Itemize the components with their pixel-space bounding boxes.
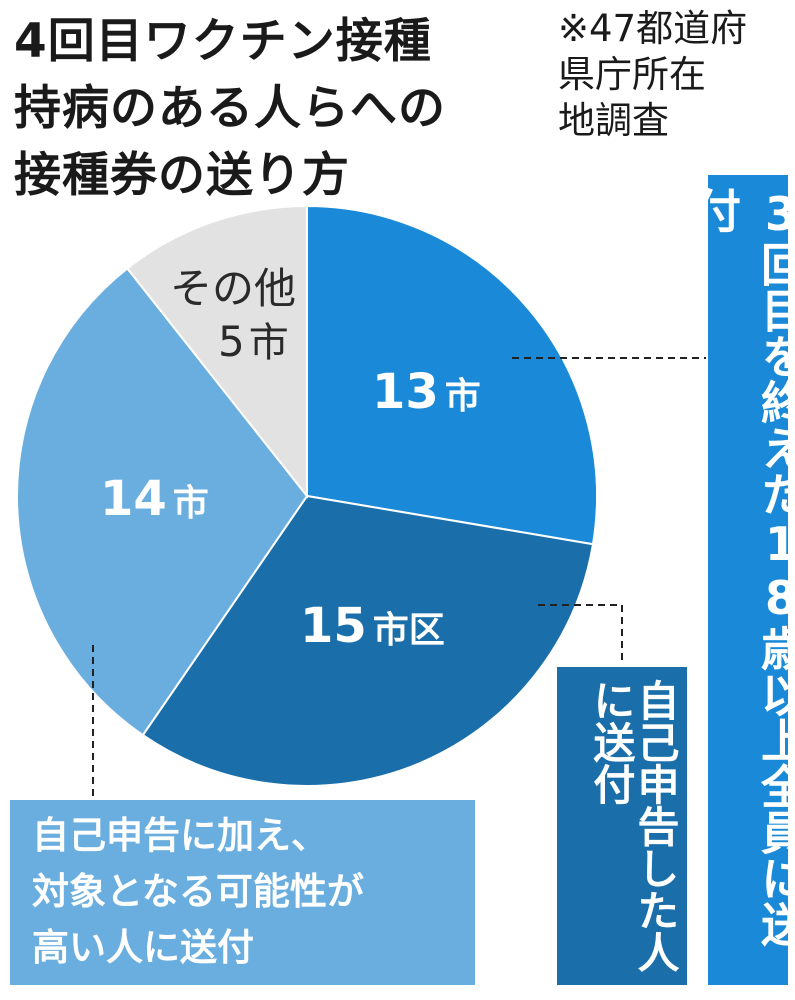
pie-slice-1 [306, 204, 598, 546]
pie-slice-3 [16, 267, 309, 737]
legend-box-self-report-plus: 自己申告に加え、 対象となる可能性が 高い人に送付 [10, 800, 475, 985]
chart-title: 4回目ワクチン接種 持病のある人らへの 接種券の送り方 [14, 8, 446, 209]
leader-lines [92, 357, 706, 798]
slice-label-13: 13 市 [372, 364, 481, 420]
legend-box-all-18-plus-text: 3回目を終えた18歳以上全員に送付 [688, 187, 795, 947]
pie-slice-2 [141, 494, 595, 787]
legend-box-self-report: 自己申告した人に送付 [557, 667, 687, 985]
slice-label-14: 14 市 [100, 471, 209, 527]
legend-box-c-line-3: 高い人に送付 [32, 926, 254, 969]
source-line-3: 地調査 [558, 99, 669, 142]
legend-box-all-18-plus: 3回目を終えた18歳以上全員に送付 [688, 175, 795, 985]
legend-box-self-report-text: 自己申告した人に送付 [586, 679, 680, 973]
leader-line-box-b [538, 604, 623, 665]
pie-slice-4 [125, 204, 308, 499]
source-line-1: ※47都道府 [558, 7, 748, 50]
slice-label-15: 15 市区 [300, 598, 445, 654]
source-line-2: 県庁所在 [558, 53, 706, 96]
slice-label-other: その他 [170, 264, 296, 313]
title-line-2: 持病のある人らへの [14, 81, 446, 136]
source-note: ※47都道府 県庁所在 地調査 [558, 6, 747, 144]
legend-box-c-line-2: 対象となる可能性が [32, 870, 364, 913]
title-line-1: 4回目ワクチン接種 [14, 14, 432, 69]
pie-slices [16, 204, 598, 787]
title-line-3: 接種券の送り方 [14, 148, 350, 203]
legend-box-c-line-1: 自己申告に加え、 [32, 814, 328, 857]
